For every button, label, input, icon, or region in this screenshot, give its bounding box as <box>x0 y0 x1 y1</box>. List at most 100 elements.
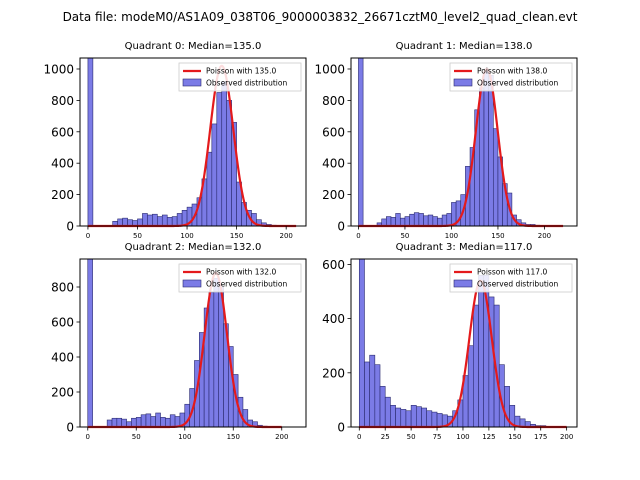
histogram-bar <box>131 417 137 428</box>
y-tick-label: 200 <box>322 188 345 202</box>
histogram-bar <box>87 57 94 227</box>
y-tick-label: 0 <box>66 220 74 234</box>
axis-ticks: 0 25 50 75 100 125 150 175 200 0 200 400 600 <box>322 258 573 441</box>
histogram-bar <box>121 418 127 428</box>
legend-hist-swatch <box>453 78 473 87</box>
subplot-title: Quadrant 3: Median=117.0 <box>396 242 533 253</box>
axes-frame <box>350 258 578 428</box>
histogram-bar <box>116 417 123 428</box>
histogram-bar <box>423 215 429 227</box>
legend-hist-label: Observed distribution <box>206 280 287 289</box>
histogram-bar <box>384 396 391 428</box>
y-tick-label: 200 <box>51 386 74 400</box>
y-tick-label: 200 <box>322 366 345 380</box>
histogram-bar <box>166 217 173 227</box>
y-tick-label: 200 <box>51 188 74 202</box>
histogram-bar <box>436 413 443 428</box>
histogram-bar <box>405 410 412 428</box>
legend-hist-swatch <box>182 78 202 87</box>
histogram-bar <box>165 417 171 428</box>
x-tick-label: 200 <box>560 433 573 441</box>
histogram-bar <box>150 416 156 428</box>
legend-fit-label: Poisson with 117.0 <box>477 268 547 277</box>
histogram-bar <box>216 92 223 227</box>
x-tick-label: 175 <box>534 433 547 441</box>
x-tick-label: 100 <box>445 232 458 240</box>
legend-hist-label: Observed distribution <box>206 79 287 88</box>
y-tick-label: 400 <box>51 351 74 365</box>
histogram-bar <box>386 216 392 227</box>
histogram-bar <box>358 57 364 227</box>
x-tick-label: 0 <box>356 232 360 240</box>
legend-hist-label: Observed distribution <box>477 280 558 289</box>
subplot-title: Quadrant 0: Median=135.0 <box>125 41 262 52</box>
histogram-bar <box>431 411 438 428</box>
histogram-bar <box>395 407 402 428</box>
histogram-bar <box>160 417 166 428</box>
histogram-bar <box>379 386 386 428</box>
legend-hist-swatch <box>453 279 473 288</box>
histogram-bar <box>483 68 489 227</box>
y-tick-label: 800 <box>51 281 74 295</box>
histogram-bar <box>410 405 417 428</box>
subplot-quadrant-3: Quadrant 3: Median=117.0 0 25 50 75 100 125 15… <box>322 242 578 441</box>
histogram-bar <box>478 274 484 428</box>
histogram-bar <box>441 214 448 227</box>
histogram-bar <box>437 217 443 227</box>
histogram-bar <box>492 128 499 227</box>
x-tick-label: 200 <box>275 433 288 441</box>
x-tick-label: 150 <box>230 232 243 240</box>
histogram-bar <box>390 217 396 227</box>
x-tick-label: 0 <box>357 433 361 441</box>
legend-fit-label: Poisson with 132.0 <box>206 268 276 277</box>
histogram-bar <box>358 258 365 428</box>
y-tick-label: 600 <box>322 258 345 272</box>
histogram-bar <box>364 361 370 428</box>
legend: Poisson with 135.0 Observed distribution <box>178 62 302 92</box>
subplot-quadrant-1: Quadrant 1: Median=138.0 0 50 100 150 200 0 20… <box>314 41 578 240</box>
histogram-bar <box>395 213 401 227</box>
x-tick-label: 0 <box>86 433 90 441</box>
histogram-bar <box>145 413 152 428</box>
x-tick-label: 50 <box>132 433 141 441</box>
histogram-bar <box>421 407 427 428</box>
poisson-fit-line <box>87 271 282 429</box>
legend: Poisson with 132.0 Observed distribution <box>178 263 302 293</box>
x-tick-label: 125 <box>482 433 495 441</box>
legend: Poisson with 117.0 Observed distribution <box>449 263 573 293</box>
y-tick-label: 400 <box>322 157 345 171</box>
legend-frame <box>449 263 573 293</box>
x-tick-label: 100 <box>180 232 193 240</box>
histogram-bar <box>111 417 118 428</box>
x-tick-label: 50 <box>407 433 416 441</box>
histogram-bar <box>147 214 153 227</box>
histogram-bar <box>87 258 93 428</box>
x-tick-label: 150 <box>491 232 504 240</box>
histogram-bar <box>446 213 452 227</box>
legend-frame <box>178 263 302 293</box>
histogram-bar <box>467 345 474 428</box>
legend-frame <box>449 62 573 92</box>
histogram-bar <box>152 213 158 227</box>
histogram-bar <box>122 217 128 227</box>
histogram-bar <box>213 277 220 428</box>
figure-suptitle: Data file: modeM0/AS1A09_038T06_90000038… <box>63 10 578 24</box>
histogram-bar <box>473 304 479 428</box>
histogram-bar <box>432 216 438 227</box>
legend-fit-label: Poisson with 135.0 <box>206 67 276 76</box>
histogram-bar <box>369 354 376 428</box>
y-tick-label: 1000 <box>43 62 74 76</box>
axes-frame <box>350 57 578 227</box>
subplot-quadrant-0: Quadrant 0: Median=135.0 0 50 100 150 200 0 20… <box>43 41 307 240</box>
x-tick-label: 25 <box>381 433 390 441</box>
histogram-bars <box>358 258 547 428</box>
y-tick-label: 0 <box>66 421 74 435</box>
histogram-bar <box>479 87 485 227</box>
legend: Poisson with 138.0 Observed distribution <box>449 62 573 92</box>
y-tick-label: 800 <box>51 94 74 108</box>
histogram-bar <box>399 217 406 227</box>
x-tick-label: 100 <box>178 433 191 441</box>
histogram-bar <box>171 216 178 227</box>
y-tick-label: 800 <box>322 94 345 108</box>
